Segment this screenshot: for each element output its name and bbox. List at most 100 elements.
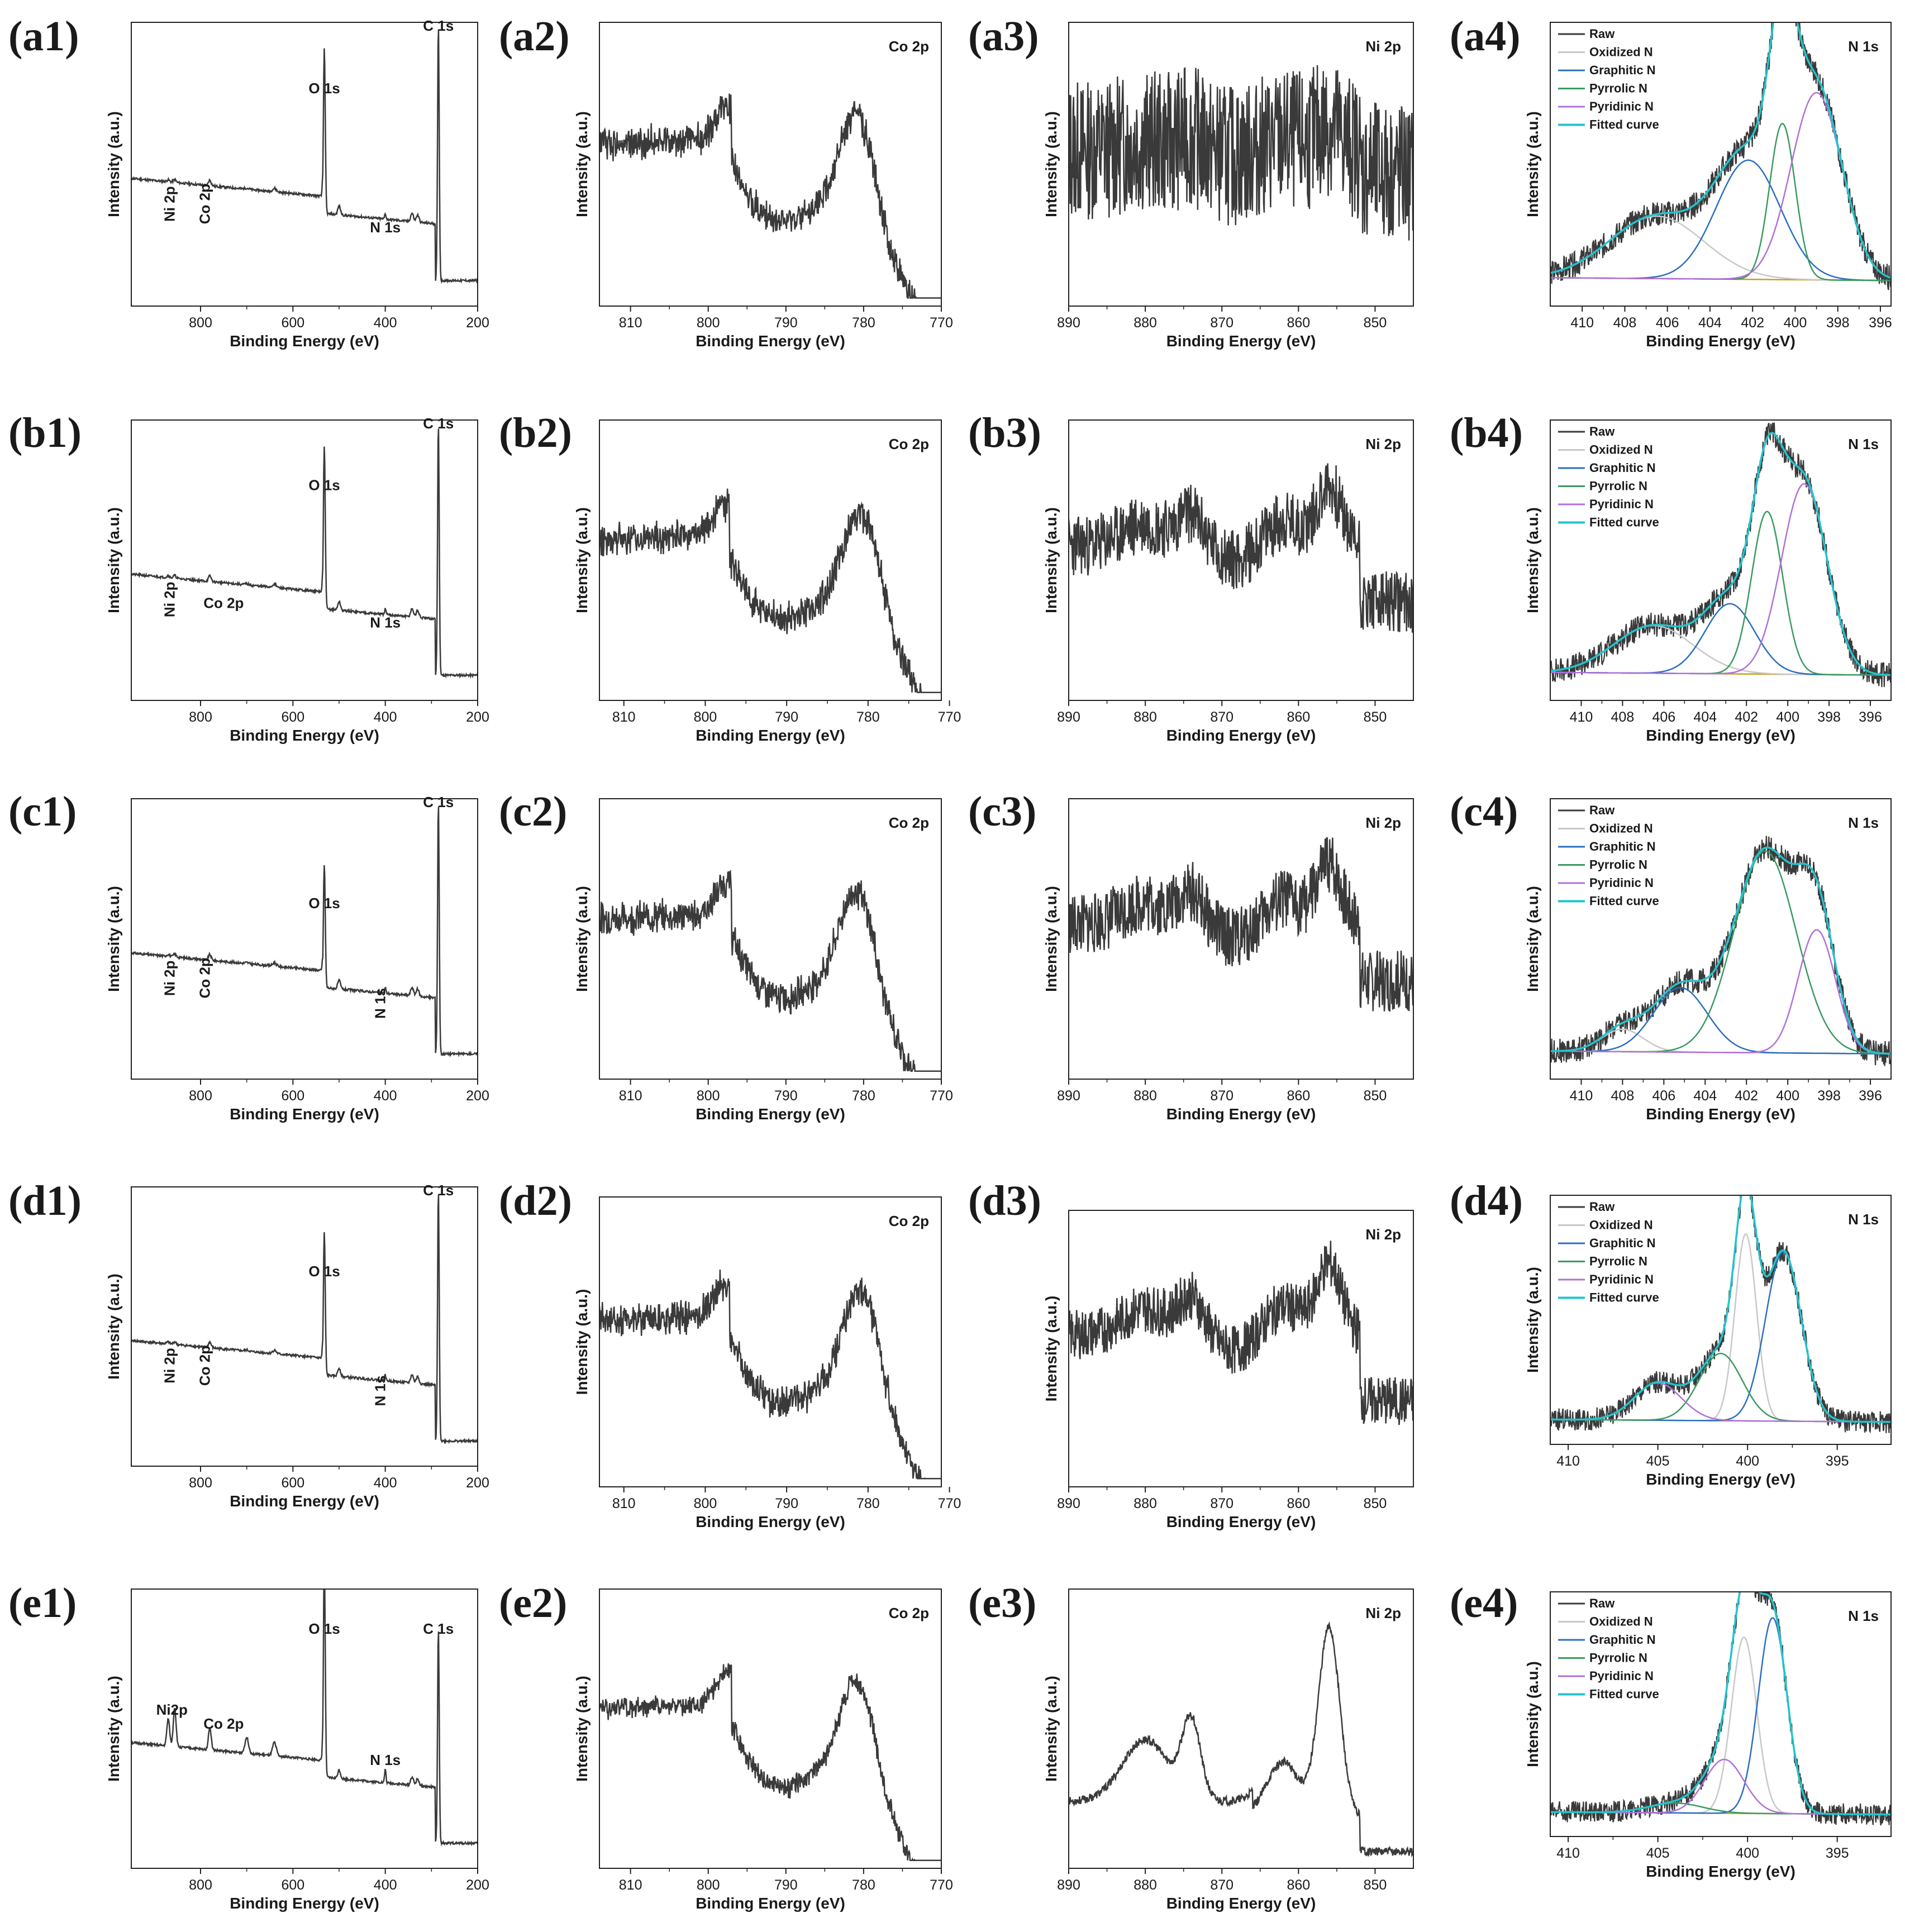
plot-frame <box>1068 798 1414 1080</box>
x-tick-label: 410 <box>1570 709 1593 725</box>
x-tick-label: 402 <box>1741 315 1764 331</box>
plot-frame <box>1068 1210 1414 1487</box>
spectrum-title: Ni 2p <box>1365 436 1401 452</box>
legend-entry: Raw <box>1589 1596 1615 1610</box>
survey-spectrum-line <box>132 428 477 679</box>
x-axis-label: Binding Energy (eV) <box>230 1492 379 1510</box>
legend-entry: Graphitic N <box>1589 461 1656 475</box>
x-tick-label: 790 <box>775 1496 798 1511</box>
spectrum-title: Co 2p <box>889 436 929 452</box>
peak-annotation: Ni 2p <box>161 581 178 617</box>
legend-entry: Pyridinic N <box>1589 99 1654 113</box>
legend-entry: Fitted curve <box>1589 1291 1659 1305</box>
plot-frame <box>1550 22 1892 307</box>
spectrum-title: Co 2p <box>889 38 929 55</box>
spectrum-title: N 1s <box>1848 1607 1879 1624</box>
x-tick-label: 790 <box>774 315 798 331</box>
legend: Raw Oxidized N Graphitic N Pyrrolic N Pyridi… <box>1558 424 1659 529</box>
y-axis-label: Intensity (a.u.) <box>573 886 590 992</box>
legend-entry: Pyrrolic N <box>1589 858 1647 872</box>
peak-annotation: Co 2p <box>203 594 244 611</box>
fitted-curve-line <box>1551 846 1890 1055</box>
panel-label: (e4) <box>1450 1580 1518 1626</box>
plot-frame <box>1550 1195 1892 1445</box>
x-tick-label: 410 <box>1556 1845 1580 1861</box>
panel-a3: (a3) 890 880 870 860 850 Binding Energy (eV) In… <box>968 13 1414 350</box>
x-axis-label: Binding Energy (eV) <box>1166 1513 1316 1530</box>
peak-annotation: Ni 2p <box>161 186 178 222</box>
panel-label: (b4) <box>1450 409 1523 456</box>
x-tick-label: 400 <box>374 315 397 331</box>
legend-entry: Pyrrolic N <box>1589 479 1647 493</box>
panel-label: (e1) <box>8 1580 77 1626</box>
panel-b2: (b2) 810 800 790 780 770 Binding Energy (eV) In… <box>499 409 961 744</box>
panel-e2: (e2) 810 800 790 780 770 Binding Energy (eV) In… <box>499 1580 953 1912</box>
x-tick-label: 408 <box>1611 709 1635 725</box>
ni2p-spectrum-line <box>1069 1621 1413 1858</box>
panel-label: (e2) <box>499 1580 567 1626</box>
peak-annotation: O 1s <box>308 895 340 912</box>
x-tick-label: 860 <box>1287 1088 1310 1104</box>
legend-entry: Fitted curve <box>1589 516 1659 529</box>
survey-spectrum-line <box>132 1194 477 1444</box>
x-tick-label: 396 <box>1869 315 1892 331</box>
peak-annotation: O 1s <box>308 1620 340 1637</box>
panel-d4: (d4) 410 405 400 395 Binding Energy (eV) Inten… <box>1450 1177 1892 1488</box>
x-tick-label: 890 <box>1057 1877 1080 1893</box>
x-tick-label: 880 <box>1134 1496 1157 1511</box>
peak-annotation: Ni2p <box>156 1701 188 1718</box>
fitted-curve-line <box>1551 432 1890 676</box>
x-tick-label: 780 <box>856 1496 880 1511</box>
x-tick-label: 870 <box>1210 315 1234 331</box>
x-axis-label: Binding Energy (eV) <box>1646 1105 1796 1123</box>
legend-entry: Graphitic N <box>1589 839 1656 853</box>
plot-frame <box>1550 419 1892 701</box>
spectrum-title: Ni 2p <box>1365 1605 1401 1621</box>
plot-frame <box>1068 1588 1414 1869</box>
peak-annotation: N 1s <box>370 1752 401 1768</box>
panel-label: (b3) <box>968 409 1041 456</box>
panel-label: (a3) <box>968 13 1039 60</box>
x-tick-label: 870 <box>1210 1877 1234 1893</box>
spectrum-title: Co 2p <box>889 1213 929 1229</box>
legend: Raw Oxidized N Graphitic N Pyrrolic N Pyridi… <box>1558 1596 1659 1701</box>
x-tick-label: 880 <box>1134 315 1157 331</box>
x-tick-label: 400 <box>1736 1453 1759 1469</box>
spectrum-title: N 1s <box>1848 38 1879 55</box>
x-axis-label: Binding Energy (eV) <box>230 1895 379 1912</box>
legend-entry: Oxidized N <box>1589 45 1653 59</box>
y-axis-label: Intensity (a.u.) <box>1042 886 1060 992</box>
x-axis-label: Binding Energy (eV) <box>1166 727 1316 744</box>
peak-annotation: C 1s <box>423 17 454 34</box>
panel-e4: (e4) 410 405 400 395 Binding Energy (eV) Inten… <box>1450 1580 1892 1880</box>
panel-label: (c3) <box>968 788 1036 835</box>
y-axis-label: Intensity (a.u.) <box>1042 1296 1060 1402</box>
x-tick-label: 810 <box>612 709 636 725</box>
x-tick-label: 404 <box>1698 315 1722 331</box>
y-axis-label: Intensity (a.u.) <box>1042 1676 1060 1782</box>
y-axis-label: Intensity (a.u.) <box>1524 1267 1541 1373</box>
x-tick-label: 850 <box>1364 315 1387 331</box>
x-tick-label: 396 <box>1859 709 1882 725</box>
panel-label: (a2) <box>499 13 570 60</box>
panel-a1: (a1) 800 600 400 200 Binding Energy (eV) Inten… <box>8 13 489 350</box>
peak-annotation: C 1s <box>423 415 454 432</box>
x-axis-label: Binding Energy (eV) <box>1646 332 1796 350</box>
x-tick-label: 800 <box>694 709 717 725</box>
legend-entry: Fitted curve <box>1589 118 1659 132</box>
y-axis-label: Intensity (a.u.) <box>105 1676 122 1782</box>
plot-frame <box>1068 419 1414 701</box>
x-tick-label: 600 <box>281 315 304 331</box>
x-tick-label: 780 <box>852 1088 875 1104</box>
ni2p-spectrum-line <box>1069 65 1413 241</box>
x-tick-label: 860 <box>1287 1496 1310 1511</box>
x-tick-label: 200 <box>466 1877 489 1893</box>
panel-b3: (b3) 890 880 870 860 850 Binding Energy (eV) In… <box>968 409 1414 744</box>
panel-label: (d1) <box>8 1177 82 1224</box>
x-tick-label: 800 <box>694 1496 717 1511</box>
x-tick-label: 770 <box>930 1088 953 1104</box>
x-tick-label: 850 <box>1364 1877 1387 1893</box>
x-tick-label: 406 <box>1652 709 1675 725</box>
legend-entry: Pyrrolic N <box>1589 82 1647 96</box>
peak-annotation: N 1s <box>372 988 389 1019</box>
